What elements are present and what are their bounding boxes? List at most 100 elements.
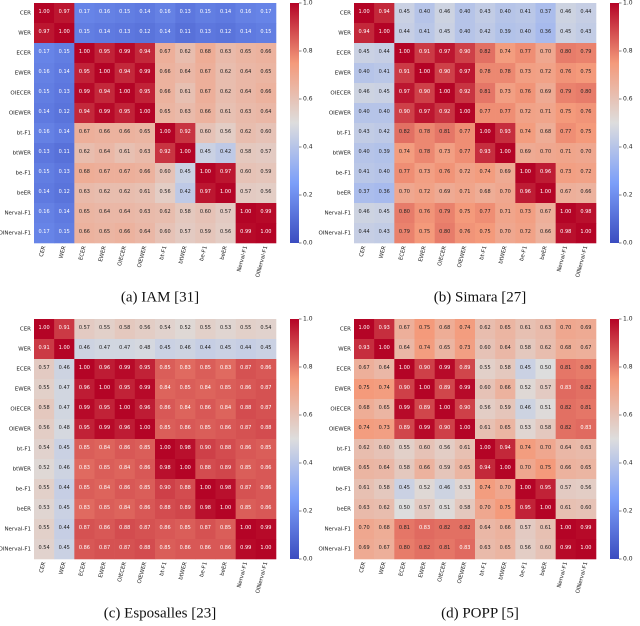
cell-value: 0.75: [540, 465, 551, 471]
heatmap-cell: [535, 223, 556, 244]
cell-value: 0.64: [560, 445, 571, 451]
cell-value: 0.13: [59, 89, 70, 95]
heatmap-cell: [575, 419, 597, 440]
cell-value: 0.51: [439, 505, 450, 511]
cell-value: 0.17: [39, 229, 50, 235]
heatmap-cell: [454, 83, 476, 104]
heatmap-cell: [74, 339, 95, 360]
cell-value: 0.55: [39, 525, 50, 531]
heatmap-cell: [495, 163, 516, 184]
heatmap-cell: [155, 399, 176, 420]
heatmap-cell: [94, 319, 115, 340]
cell-value: 0.84: [119, 465, 130, 471]
cell-value: 0.87: [119, 545, 130, 551]
cell-value: 0.99: [139, 385, 150, 391]
heatmap-cell: [215, 339, 236, 360]
heatmap-cell: [94, 183, 115, 204]
cell-value: 0.90: [439, 425, 450, 431]
heatmap-cell: [94, 143, 115, 164]
heatmap-cell: [255, 23, 277, 44]
cell-value: 0.55: [99, 325, 110, 331]
x-axis-label: CER: [359, 245, 368, 257]
y-axis-label: OIECER: [10, 91, 31, 97]
cell-value: 0.94: [359, 29, 370, 35]
cell-value: 0.57: [419, 505, 430, 511]
cell-value: 0.66: [419, 465, 430, 471]
heatmap-cell: [535, 399, 556, 420]
cell-value: 0.67: [200, 89, 211, 95]
heatmap-cell: [235, 519, 257, 540]
heatmap-cell: [515, 123, 536, 144]
cell-value: 0.79: [439, 209, 450, 215]
cell-value: 0.96: [540, 169, 551, 175]
heatmap-cell: [394, 23, 415, 44]
heatmap-cell: [555, 223, 577, 244]
cell-value: 0.77: [480, 209, 491, 215]
cell-value: 0.90: [399, 385, 410, 391]
heatmap-cell: [394, 203, 415, 224]
x-axis-label: Nerval-F1: [236, 561, 249, 588]
cell-value: 0.72: [419, 189, 430, 195]
cell-value: 0.73: [419, 169, 430, 175]
heatmap-cell: [134, 63, 156, 84]
heatmap-cell: [255, 379, 277, 400]
cell-value: 1.00: [79, 49, 90, 55]
cell-value: 0.61: [180, 89, 191, 95]
heatmap-cell: [134, 103, 156, 124]
cell-value: 0.66: [79, 229, 90, 235]
heatmap-cell: [215, 103, 236, 124]
heatmap-cell: [515, 83, 536, 104]
heatmap-cell: [175, 539, 196, 560]
cell-value: 0.46: [520, 405, 531, 411]
cell-value: 0.99: [399, 405, 410, 411]
y-axis-label: OIEWER: [9, 111, 31, 117]
cell-value: 0.54: [39, 545, 50, 551]
y-axis-label: OIECER: [330, 91, 351, 97]
cell-value: 0.70: [500, 189, 511, 195]
cell-value: 0.63: [359, 505, 370, 511]
heatmap-cell: [495, 3, 516, 24]
heatmap-cell: [495, 399, 516, 420]
heatmap-cell: [475, 43, 496, 64]
heatmap-cell: [575, 439, 597, 460]
cell-value: 0.36: [540, 29, 551, 35]
heatmap-cell: [374, 399, 395, 420]
cell-value: 0.74: [379, 385, 390, 391]
cell-value: 0.62: [160, 209, 171, 215]
heatmap-cell: [155, 319, 176, 340]
heatmap-cell: [114, 203, 136, 224]
cell-value: 0.77: [399, 169, 410, 175]
cell-value: 0.64: [240, 89, 251, 95]
y-axis-label: ECER: [16, 367, 31, 373]
cell-value: 1.00: [220, 505, 231, 511]
colorbar-tick-label: 1.0: [303, 0, 313, 7]
heatmap-cell: [535, 123, 556, 144]
heatmap-cell: [155, 123, 176, 144]
heatmap-cell: [515, 43, 536, 64]
heatmap: 1.00 0.94 0.45 0.40 0.46 0.40 0.43 0.40 0.41 0.37…: [318, 0, 632, 305]
cell-value: 0.85: [79, 445, 90, 451]
heatmap-cell: [155, 339, 176, 360]
cell-value: 0.86: [160, 525, 171, 531]
cell-value: 0.65: [99, 229, 110, 235]
heatmap-cell: [94, 359, 115, 380]
heatmap-cell: [255, 163, 277, 184]
heatmap-cell: [394, 163, 415, 184]
cell-value: 0.64: [379, 465, 390, 471]
cell-value: 0.65: [500, 325, 511, 331]
x-axis-label: btWER: [178, 561, 189, 580]
heatmap-cell: [134, 223, 156, 244]
cell-value: 0.67: [79, 129, 90, 135]
x-axis-label: CER: [39, 245, 48, 257]
heatmap-cell: [495, 103, 516, 124]
heatmap-cell: [535, 519, 556, 540]
cell-value: 0.82: [439, 525, 450, 531]
heatmap-cell: [394, 223, 415, 244]
cell-value: 0.97: [459, 69, 470, 75]
colorbar-tick-label: 0.4: [303, 460, 313, 467]
cell-value: 0.54: [260, 325, 271, 331]
x-axis-label: btWER: [498, 561, 509, 580]
cell-value: 0.92: [439, 109, 450, 115]
heatmap-cell: [114, 43, 136, 64]
heatmap-cell: [74, 163, 95, 184]
